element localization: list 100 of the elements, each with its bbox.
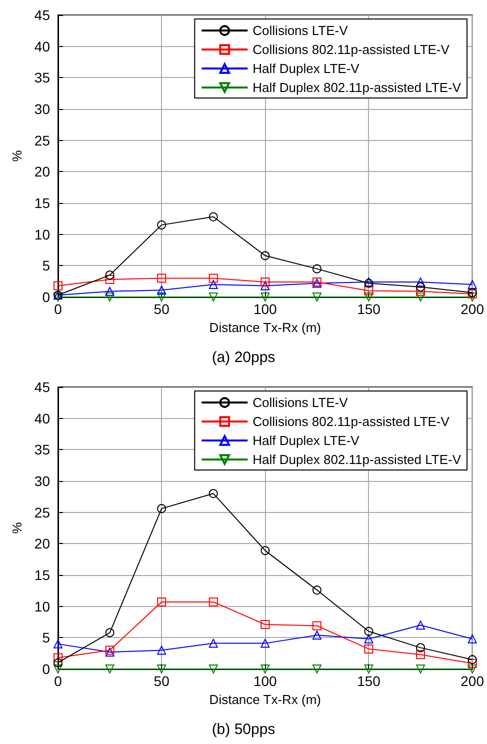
point — [416, 282, 426, 292]
x-axis-title: Distance Tx-Rx (m) — [209, 320, 322, 335]
point — [416, 650, 426, 660]
point — [416, 643, 426, 652]
y-tick-label: 5 — [42, 630, 50, 646]
y-axis-title: % — [10, 522, 25, 534]
y-tick-label: 25 — [34, 504, 50, 520]
x-axis-title: Distance Tx-Rx (m) — [209, 692, 322, 707]
point — [208, 292, 218, 302]
point — [54, 281, 62, 290]
point — [157, 597, 166, 606]
point — [105, 274, 114, 284]
legend-label: Collisions 802.11p-assisted LTE-V — [252, 42, 450, 57]
point — [364, 286, 374, 296]
point — [364, 634, 374, 644]
y-tick-label: 20 — [34, 164, 50, 180]
point — [208, 274, 218, 283]
point — [157, 274, 166, 283]
x-tick-label: 0 — [54, 301, 62, 317]
point — [157, 220, 166, 230]
x-tick-label: 150 — [357, 673, 381, 689]
y-tick-label: 25 — [34, 132, 50, 148]
point — [312, 664, 322, 674]
y-tick-label: 20 — [34, 536, 50, 552]
point — [468, 655, 477, 664]
point — [468, 634, 477, 644]
legend-label: Collisions LTE-V — [252, 23, 348, 38]
point — [105, 664, 114, 674]
y-tick-label: 30 — [34, 101, 50, 117]
point — [54, 639, 62, 648]
point — [260, 292, 270, 302]
y-tick-label: 35 — [34, 70, 50, 86]
point — [260, 546, 270, 556]
legend-label: Collisions LTE-V — [252, 395, 348, 410]
point — [260, 620, 270, 630]
point — [208, 664, 218, 674]
x-tick-label: 200 — [460, 673, 484, 689]
y-tick-label: 10 — [34, 598, 50, 614]
point — [157, 286, 166, 295]
point — [157, 504, 166, 514]
x-tick-label: 0 — [54, 673, 62, 689]
point — [416, 664, 426, 674]
legend-label: Half Duplex LTE-V — [252, 61, 360, 76]
point — [312, 292, 322, 302]
y-tick-label: 15 — [34, 567, 50, 583]
point — [416, 292, 426, 302]
text: (b) 50pps — [212, 721, 276, 738]
point — [416, 277, 426, 286]
point — [208, 280, 218, 289]
point — [260, 281, 270, 290]
text: (a) 20pps — [212, 349, 276, 366]
point — [157, 292, 166, 302]
y-tick-label: 35 — [34, 442, 50, 458]
x-tick-label: 200 — [460, 301, 484, 317]
legend-label: Half Duplex 802.11p-assisted LTE-V — [252, 80, 462, 95]
legend-label: Half Duplex 802.11p-assisted LTE-V — [252, 452, 462, 467]
point — [260, 251, 270, 260]
point — [208, 597, 218, 606]
point — [105, 270, 114, 280]
point — [208, 638, 218, 648]
x-tick-label: 50 — [154, 301, 170, 317]
point — [468, 280, 477, 289]
point — [312, 621, 322, 630]
point — [54, 653, 62, 662]
point — [208, 212, 218, 222]
point — [312, 586, 322, 595]
y-tick-label: 15 — [34, 195, 50, 211]
x-tick-label: 100 — [253, 301, 278, 317]
point — [364, 664, 374, 674]
y-tick-label: 45 — [34, 379, 50, 395]
point — [260, 664, 270, 674]
point — [105, 292, 114, 302]
point — [54, 658, 62, 668]
legend-label: Half Duplex LTE-V — [252, 433, 360, 448]
x-tick-label: 100 — [253, 673, 278, 689]
point — [157, 646, 166, 655]
y-tick-label: 45 — [34, 7, 50, 23]
point — [416, 286, 426, 296]
point — [364, 626, 374, 636]
point — [364, 644, 374, 654]
point — [364, 292, 374, 302]
y-tick-label: 0 — [42, 661, 50, 677]
y-tick-label: 40 — [34, 410, 50, 426]
y-tick-label: 5 — [42, 258, 50, 274]
legend-label: Collisions 802.11p-assisted LTE-V — [252, 414, 450, 429]
point — [416, 620, 426, 630]
point — [208, 489, 218, 498]
y-tick-label: 30 — [34, 473, 50, 489]
point — [105, 286, 114, 296]
point — [312, 264, 322, 274]
y-tick-label: 40 — [34, 38, 50, 54]
point — [260, 277, 270, 286]
y-axis-title: % — [10, 150, 25, 162]
x-tick-label: 50 — [154, 673, 170, 689]
point — [260, 638, 270, 648]
point — [312, 630, 322, 640]
point — [157, 664, 166, 674]
point — [105, 628, 114, 638]
y-tick-label: 10 — [34, 226, 50, 242]
point — [54, 664, 62, 674]
